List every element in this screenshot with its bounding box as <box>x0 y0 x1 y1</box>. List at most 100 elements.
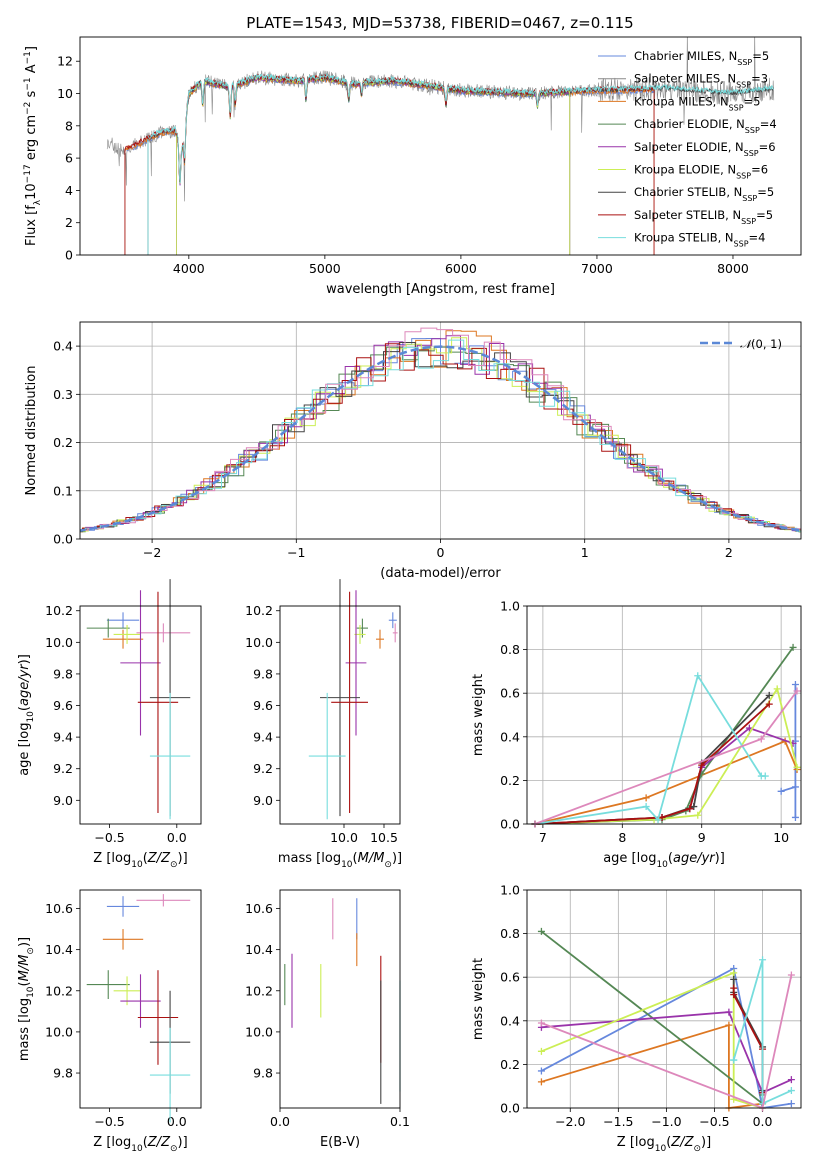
weight-series <box>534 703 770 825</box>
x-tick-label: 0.0 <box>167 1114 187 1129</box>
weight-marker <box>690 803 698 811</box>
weight-marker <box>765 691 773 699</box>
y-axis-label: mass weight <box>471 958 486 1040</box>
y-tick-label: 10.0 <box>245 1024 273 1039</box>
weight-marker <box>725 1021 733 1029</box>
y-tick-label: 10.6 <box>45 901 73 916</box>
weights-weight_vs_age <box>531 643 801 828</box>
weight-marker <box>658 813 666 821</box>
errorbars-age_vs_Z <box>86 579 191 820</box>
weight-marker <box>791 680 799 688</box>
weight-marker <box>787 1076 795 1084</box>
x-tick-label: 5000 <box>309 261 341 276</box>
weight-marker <box>793 763 801 771</box>
weight-marker <box>773 685 781 693</box>
y-tick-label: 10.0 <box>45 635 73 650</box>
y-tick-label: 0.3 <box>53 387 73 402</box>
x-axis-label: Z [log10(Z/Z⊙)] <box>617 1135 711 1154</box>
x-axis-label: (data-model)/error <box>380 566 501 581</box>
x-tick-label: 9 <box>698 830 706 845</box>
errorbars-age_vs_mass <box>308 579 398 820</box>
y-axis-label: mass weight <box>471 674 486 756</box>
y-tick-label: 1.0 <box>500 599 520 614</box>
y-tick-label: 0.2 <box>500 773 520 788</box>
axes-frame <box>79 889 202 1109</box>
axes-frame <box>79 321 802 540</box>
axes-mass_vs_Z: −0.5 0.0 9.8 10.0 10.2 10.4 10.6 <box>45 901 187 1129</box>
weight-series <box>541 1023 763 1110</box>
spectrum-legend: Chabrier MILES, NSSP=5 Salpeter MILES, NS… <box>598 49 777 248</box>
y-tick-label: 10.0 <box>45 1024 73 1039</box>
x-axis-label: age [log10(age/yr)] <box>603 851 725 870</box>
weight-marker <box>698 761 706 769</box>
x-tick-label: −2.0 <box>555 1114 585 1129</box>
x-tick-label: 2 <box>725 545 733 560</box>
weight-series <box>534 694 770 825</box>
x-tick-label: 1 <box>581 545 589 560</box>
weight-marker <box>793 687 801 695</box>
y-tick-label: 0.2 <box>53 435 73 450</box>
weight-marker <box>730 984 738 992</box>
x-tick-label: −0.5 <box>94 830 124 845</box>
y-tick-label: 0.2 <box>500 1057 520 1072</box>
weight-marker <box>642 803 650 811</box>
y-tick-label: 10.2 <box>245 603 273 618</box>
weight-marker <box>537 1019 545 1027</box>
axes-frame <box>279 889 401 1109</box>
y-tick-label: 8 <box>65 118 73 133</box>
y-axis-label: Flux [fλ10−17 erg cm−2 s−1 A−1] <box>23 46 43 246</box>
axes-frame <box>79 605 202 825</box>
x-axis-label: Z [log10(Z/Z⊙)] <box>93 851 187 870</box>
x-tick-label: −2 <box>143 545 161 560</box>
y-tick-label: 9.4 <box>253 730 273 745</box>
axes-frame <box>526 889 802 1109</box>
y-tick-label: 0.8 <box>500 642 520 657</box>
histogram-series <box>80 337 801 533</box>
weight-marker <box>730 969 738 977</box>
y-axis-label: age [log10(age/yr)] <box>17 654 36 776</box>
y-tick-label: 0.0 <box>500 1101 520 1116</box>
x-tick-label: −1.0 <box>651 1114 681 1129</box>
y-tick-label: 9.2 <box>253 761 273 776</box>
weight-marker <box>537 1067 545 1075</box>
y-tick-label: 2 <box>65 215 73 230</box>
weight-marker <box>787 971 795 979</box>
residual-legend: 𝒩(0, 1) <box>700 337 782 351</box>
weight-series <box>541 971 763 1109</box>
weight-series <box>732 959 792 1105</box>
x-tick-label: 8000 <box>717 261 749 276</box>
y-tick-label: 10.2 <box>245 983 273 998</box>
y-tick-label: 6 <box>65 151 73 166</box>
weight-series <box>780 684 797 818</box>
x-tick-label: 0.0 <box>270 1114 290 1129</box>
residual-histograms <box>80 327 801 533</box>
legend-label: 𝒩(0, 1) <box>740 337 782 351</box>
legend-label: Salpeter ELODIE, NSSP=6 <box>634 140 776 158</box>
legend-label: Salpeter STELIB, NSSP=5 <box>634 208 773 226</box>
x-tick-label: 0 <box>437 545 445 560</box>
axes-age_vs_Z: −0.5 0.0 9.0 9.2 9.4 9.6 9.8 10.0 10.2 <box>45 603 187 845</box>
weight-marker <box>537 1047 545 1055</box>
x-tick-label: 7 <box>539 830 547 845</box>
y-tick-label: 9.8 <box>253 1066 273 1081</box>
x-tick-label: 0.1 <box>390 1114 410 1129</box>
y-tick-label: 0 <box>65 248 73 263</box>
axes-mass_vs_ebv: 0.0 0.1 9.8 10.0 10.2 10.4 10.6 <box>245 901 410 1129</box>
y-tick-label: 9.8 <box>253 666 273 681</box>
errorbars-mass_vs_Z <box>86 894 191 1123</box>
y-tick-label: 10.6 <box>245 901 273 916</box>
y-tick-label: 9.0 <box>53 793 73 808</box>
gaussian-curve <box>80 345 801 532</box>
x-tick-label: −1 <box>287 545 305 560</box>
histogram-series <box>80 327 801 531</box>
axes-age_vs_mass: 10.0 10.5 9.0 9.2 9.4 9.6 9.8 10.0 10.2 <box>245 603 398 845</box>
y-tick-label: 9.4 <box>53 730 73 745</box>
legend-label: Chabrier ELODIE, NSSP=4 <box>634 117 777 135</box>
x-axis-label: mass [log10(M/M⊙)] <box>278 851 402 870</box>
weight-series <box>534 690 798 825</box>
weight-marker <box>725 1008 733 1016</box>
y-axis-label: mass [log10(M/M⊙)] <box>17 937 36 1061</box>
y-tick-label: 10.4 <box>245 942 273 957</box>
y-tick-label: 9.6 <box>53 698 73 713</box>
